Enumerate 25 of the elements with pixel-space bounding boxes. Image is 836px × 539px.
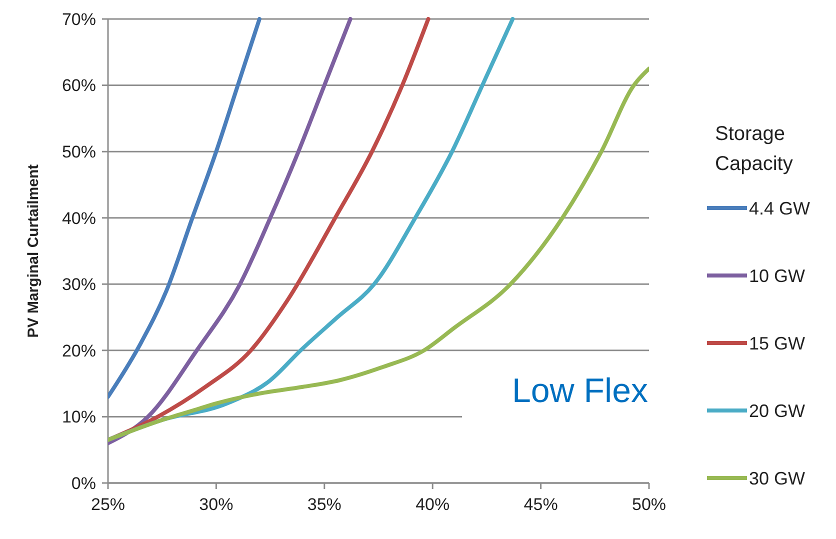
y-tick-label: 30% [62,275,96,294]
legend-title: Storage Capacity [715,123,793,175]
y-tick-label: 70% [62,10,96,29]
legend-label: 15 GW [749,333,806,354]
y-tick-label: 60% [62,76,96,96]
x-tick-label: 30% [199,495,234,514]
y-tick-label: 20% [62,341,96,360]
legend-label: 4.4 GW [749,198,810,218]
legend-label: 20 GW [749,400,806,421]
x-tick-label: 40% [416,495,450,514]
line-series [108,17,262,399]
x-tick-label: 45% [524,495,558,514]
y-tick-label: 0% [71,474,96,493]
line-series [108,66,649,442]
annotation: Low Flex [512,372,648,410]
y-axis-title: PV Marginal Curtailment [25,164,42,338]
y-tick-label: 50% [62,142,96,162]
x-tick-label: 35% [307,495,342,514]
line-series [108,17,352,446]
legend-label: 10 GW [749,266,806,286]
x-tick-label: 25% [90,495,126,514]
legend-label: 30 GW [749,468,806,488]
y-tick-label: 10% [62,408,96,427]
y-tick-label: 40% [62,208,96,228]
x-tick-label: 50% [632,495,666,514]
